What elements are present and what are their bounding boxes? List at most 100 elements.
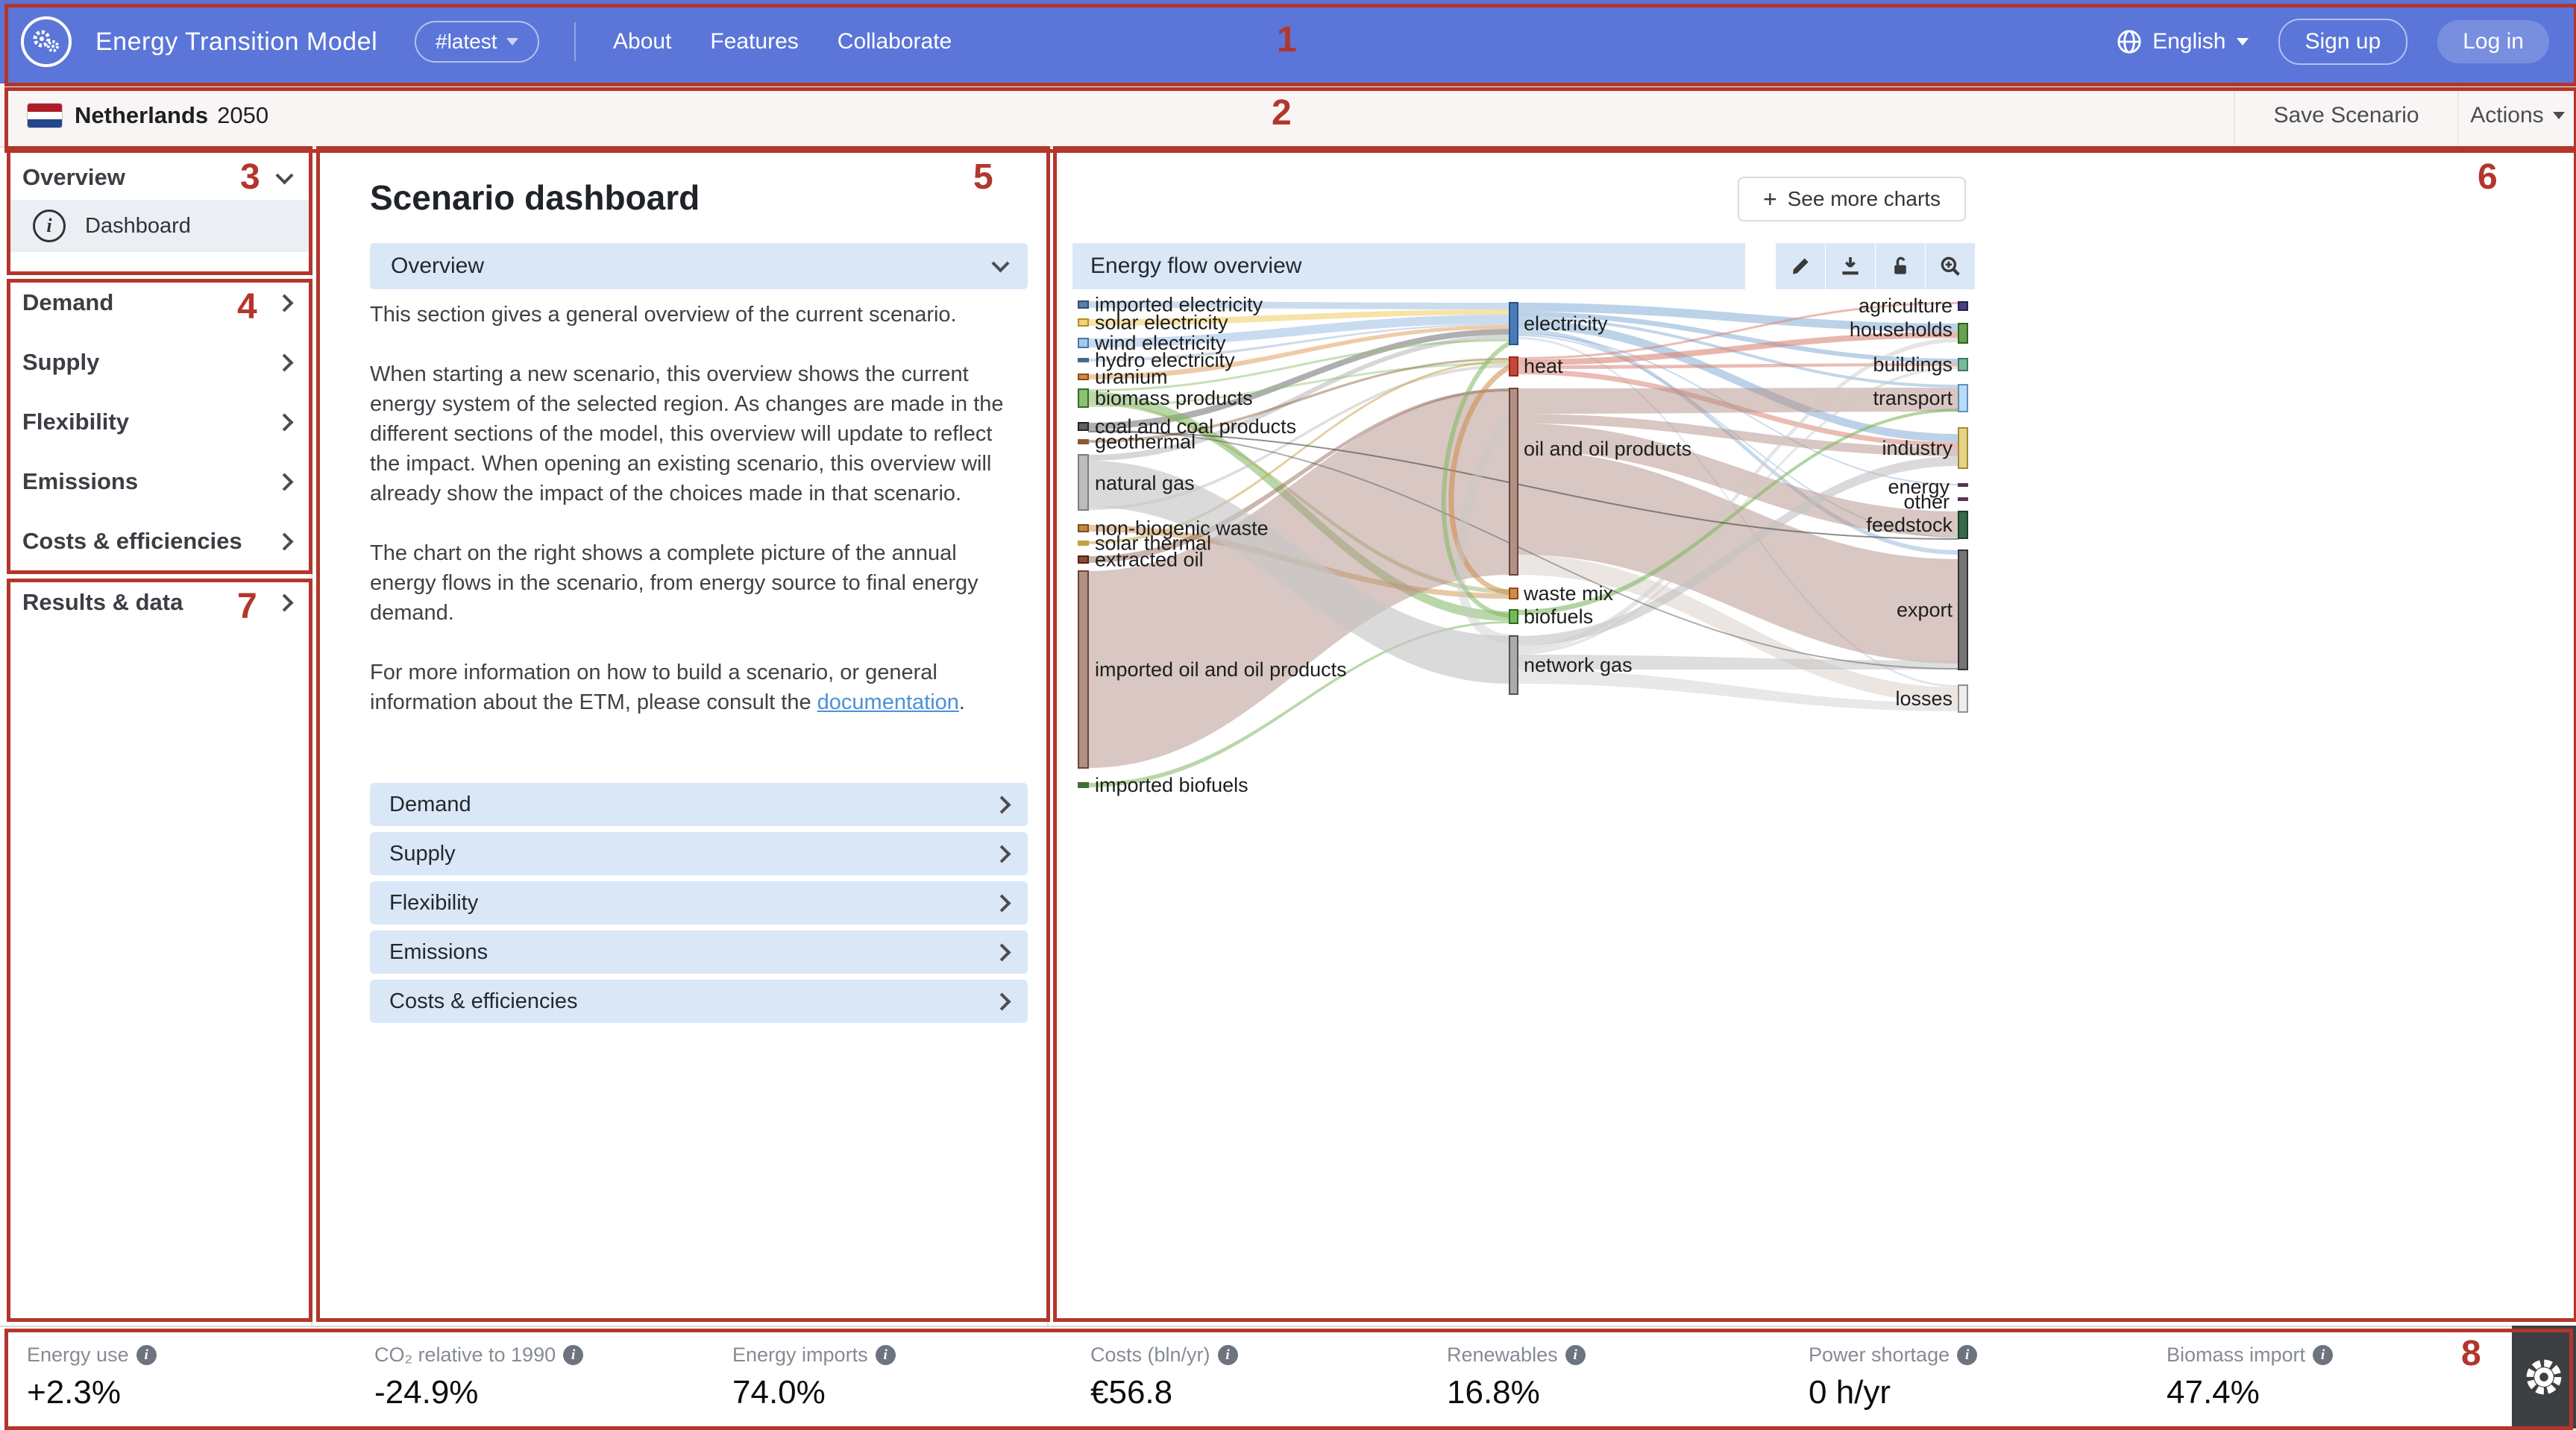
plus-icon: + — [1762, 185, 1777, 212]
sankey-node-waste-mix[interactable] — [1509, 588, 1518, 599]
sankey-node-heat[interactable] — [1509, 356, 1518, 377]
sankey-node-electricity[interactable] — [1509, 302, 1518, 345]
save-scenario-button[interactable]: Save Scenario — [2234, 84, 2457, 148]
sankey-node-imported-electricity[interactable] — [1078, 300, 1089, 309]
settings-button[interactable] — [2512, 1326, 2576, 1429]
sankey-node-imported-biofuels[interactable] — [1078, 782, 1089, 788]
sidebar-item-demand[interactable]: Demand — [22, 289, 294, 316]
sankey-node-industry[interactable] — [1958, 427, 1968, 469]
login-button[interactable]: Log in — [2437, 20, 2549, 63]
nav-link-collaborate[interactable]: Collaborate — [837, 29, 952, 54]
see-more-charts-button[interactable]: + See more charts — [1738, 177, 1966, 221]
overview-label: Overview — [22, 164, 125, 190]
sidebar-item-flexibility[interactable]: Flexibility — [22, 409, 294, 435]
sankey-node-non-biogenic-waste[interactable] — [1078, 524, 1089, 532]
chevron-right-icon — [275, 353, 294, 372]
chevron-right-icon — [275, 293, 294, 312]
info-icon[interactable]: i — [1957, 1345, 1978, 1365]
sidebar-item-results-data[interactable]: Results & data — [22, 589, 294, 616]
sankey-node-extracted-oil[interactable] — [1078, 555, 1089, 564]
sankey-label-imported-oil-and-oil-products: imported oil and oil products — [1095, 658, 1347, 681]
info-icon[interactable]: i — [1217, 1345, 1238, 1365]
chevron-right-icon — [993, 992, 1011, 1011]
flow-coal-and-coal-products-to-electricity — [1088, 329, 1510, 429]
nav-link-about[interactable]: About — [613, 29, 672, 54]
sankey-node-solar-thermal[interactable] — [1078, 541, 1089, 546]
globe-icon — [2117, 30, 2141, 54]
language-dropdown[interactable]: English — [2117, 29, 2249, 54]
accordion-item-emissions[interactable]: Emissions — [370, 930, 1028, 974]
info-icon[interactable]: i — [2313, 1345, 2334, 1365]
accordion-item-label: Flexibility — [389, 890, 479, 915]
sankey-label-biomass-products: biomass products — [1095, 387, 1253, 409]
accordion-item-flexibility[interactable]: Flexibility — [370, 881, 1028, 925]
metric-label-text: Renewables — [1447, 1344, 1558, 1366]
gear-icon — [2526, 1359, 2562, 1395]
chart-tool-download-icon[interactable] — [1826, 243, 1875, 289]
flow-extracted-oil-to-oil-and-oil-products — [1088, 388, 1510, 563]
sidebar-item-costs-efficiencies[interactable]: Costs & efficiencies — [22, 528, 294, 555]
sidebar-item-emissions[interactable]: Emissions — [22, 468, 294, 495]
documentation-link[interactable]: documentation — [817, 690, 959, 714]
actions-dropdown[interactable]: Actions — [2457, 84, 2576, 148]
sankey-node-hydro-electricity[interactable] — [1078, 358, 1089, 362]
sankey-node-buildings[interactable] — [1958, 358, 1968, 371]
sankey-node-households[interactable] — [1958, 323, 1968, 344]
sankey-node-export[interactable] — [1958, 549, 1968, 670]
sidebar-item-overview[interactable]: Overview — [22, 164, 294, 191]
sankey-node-oil-and-oil-products[interactable] — [1509, 388, 1518, 576]
sankey-node-feedstock[interactable] — [1958, 511, 1968, 539]
sankey-label-solar-thermal: solar thermal — [1095, 532, 1211, 555]
sidebar-item-label: Costs & efficiencies — [22, 528, 242, 554]
info-icon[interactable]: i — [136, 1345, 157, 1365]
section-select[interactable]: Overview — [370, 243, 1028, 289]
accordion-item-supply[interactable]: Supply — [370, 832, 1028, 875]
info-icon[interactable]: i — [1565, 1345, 1586, 1365]
sankey-node-other[interactable] — [1958, 497, 1968, 501]
accordion-item-costs-efficiencies[interactable]: Costs & efficiencies — [370, 980, 1028, 1023]
chart-tool-zoom-in-icon[interactable] — [1926, 243, 1975, 289]
chart-tool-unlock-icon[interactable] — [1876, 243, 1925, 289]
info-icon[interactable]: i — [875, 1345, 896, 1365]
actions-label: Actions — [2470, 103, 2544, 127]
navbar-right: English Sign up Log in — [2117, 0, 2549, 84]
version-dropdown[interactable]: #latest — [415, 21, 539, 63]
accordion-item-label: Emissions — [389, 939, 489, 964]
chevron-down-icon — [2236, 38, 2249, 45]
etm-logo-icon[interactable] — [21, 16, 72, 67]
sankey-node-imported-oil-and-oil-products[interactable] — [1078, 570, 1089, 769]
zoom-in-icon — [1941, 256, 1960, 276]
sankey-node-natural-gas[interactable] — [1078, 454, 1089, 511]
sankey-node-uranium[interactable] — [1078, 374, 1089, 380]
accordion-item-label: Supply — [389, 841, 456, 866]
sankey-node-agriculture[interactable] — [1958, 301, 1968, 311]
sankey-label-export: export — [1897, 599, 1953, 621]
info-icon: i — [33, 210, 66, 242]
nav-link-features[interactable]: Features — [710, 29, 799, 54]
info-icon[interactable]: i — [563, 1345, 584, 1365]
flow-oil-and-oil-products-to-feedstock — [1518, 423, 1958, 537]
accordion-item-label: Demand — [389, 792, 471, 816]
sidebar-item-supply[interactable]: Supply — [22, 349, 294, 376]
sankey-node-biomass-products[interactable] — [1078, 388, 1089, 408]
sidebar-item-dashboard[interactable]: i Dashboard — [7, 200, 309, 252]
sankey-node-network-gas[interactable] — [1509, 635, 1518, 695]
accordion-item-demand[interactable]: Demand — [370, 783, 1028, 826]
sankey-node-wind-electricity[interactable] — [1078, 338, 1089, 348]
sankey-node-biofuels[interactable] — [1509, 609, 1518, 624]
signup-button[interactable]: Sign up — [2278, 19, 2408, 65]
sankey-node-solar-electricity[interactable] — [1078, 318, 1089, 327]
metric-label: Renewables i — [1447, 1344, 1586, 1367]
see-more-charts-label: See more charts — [1787, 187, 1941, 210]
sankey-node-geothermal[interactable] — [1078, 439, 1089, 444]
sankey-node-coal-and-coal-products[interactable] — [1078, 422, 1089, 431]
metric-label-text: Biomass import — [2167, 1344, 2306, 1366]
chart-tool-edit-icon[interactable] — [1776, 243, 1825, 289]
flow-oil-and-oil-products-to-losses — [1518, 555, 1958, 703]
sankey-node-energy[interactable] — [1958, 483, 1968, 487]
sankey-node-transport[interactable] — [1958, 384, 1968, 412]
metric-value: €56.8 — [1090, 1374, 1173, 1411]
sankey-node-losses[interactable] — [1958, 684, 1968, 713]
paragraph: This section gives a general overview of… — [370, 303, 957, 327]
